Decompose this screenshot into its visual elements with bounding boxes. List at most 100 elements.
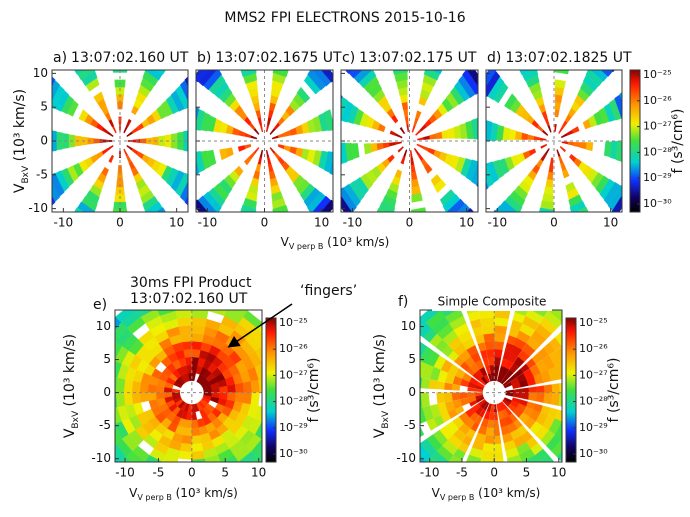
pixel xyxy=(441,129,449,139)
pixel xyxy=(251,438,262,458)
pixel xyxy=(466,207,475,212)
pixel xyxy=(514,130,523,140)
panel-title: c) 13:07:02.175 UT xyxy=(342,50,477,66)
pixel xyxy=(115,341,122,360)
pixel xyxy=(551,383,561,393)
pixel xyxy=(494,332,506,343)
pixel xyxy=(237,145,246,152)
y-tick-label: 5 xyxy=(408,352,416,366)
pixel xyxy=(277,132,285,138)
pixel xyxy=(574,219,597,236)
x-tick-label: -10 xyxy=(54,216,74,230)
pixel xyxy=(144,70,163,81)
pixel xyxy=(307,70,327,91)
pixel xyxy=(554,109,560,118)
pixel xyxy=(265,149,270,158)
pixel xyxy=(271,135,279,140)
pixel xyxy=(560,133,568,139)
colorbar-tick-label: 10⁻²⁷ xyxy=(643,120,672,133)
pixel xyxy=(559,145,567,153)
pixel xyxy=(533,136,541,141)
pixel xyxy=(477,117,478,123)
pixel xyxy=(115,377,126,393)
x-tick-label: 10 xyxy=(314,216,329,230)
pixel xyxy=(520,387,530,393)
pixel xyxy=(600,70,613,77)
pixel xyxy=(121,456,133,462)
pixel xyxy=(115,377,118,393)
pixel xyxy=(388,142,396,147)
pixel xyxy=(535,392,545,403)
pixel xyxy=(430,451,450,462)
x-tick-label: -10 xyxy=(343,216,363,230)
distribution xyxy=(341,70,478,212)
x-axis-label: VV perp B (10³ km/s) xyxy=(432,486,541,503)
pixel xyxy=(181,340,192,350)
pixel xyxy=(123,125,128,134)
pixel xyxy=(411,207,427,212)
x-tick-label: 10 xyxy=(169,216,184,230)
pixel xyxy=(556,450,562,462)
colorbar-tick-label: 10⁻²⁸ xyxy=(279,395,308,408)
y-axis-units: (10³ km/s) xyxy=(372,334,388,411)
pixel xyxy=(258,378,262,393)
pixel xyxy=(115,407,122,425)
pixel xyxy=(370,143,378,153)
panel-title: d) 13:07:02.1825 UT xyxy=(487,50,632,66)
pixel xyxy=(92,373,102,392)
pixel xyxy=(84,372,94,393)
panel-title: b) 13:07:02.1675 UT xyxy=(197,50,342,66)
distribution xyxy=(196,70,333,212)
pixel xyxy=(126,131,133,138)
pixel xyxy=(530,236,556,247)
pixel xyxy=(399,126,406,135)
pixel xyxy=(250,379,261,393)
pixel xyxy=(202,191,222,212)
pixel xyxy=(558,155,564,165)
pixel xyxy=(115,443,127,462)
pixel xyxy=(229,310,248,317)
distribution xyxy=(84,310,262,462)
pixel xyxy=(494,325,508,335)
panel-time: 13:07:02.160 UT xyxy=(71,50,189,66)
panel-label: d) xyxy=(487,50,501,66)
pixel xyxy=(528,468,548,484)
x-tick-label: 0 xyxy=(188,466,196,480)
pixel xyxy=(253,146,260,154)
pixel xyxy=(486,180,489,190)
pixel xyxy=(420,377,423,389)
panel-label: e) xyxy=(93,297,107,313)
pixel xyxy=(77,201,96,212)
pixel xyxy=(443,382,453,391)
pixel xyxy=(506,454,523,462)
pixel xyxy=(559,382,562,393)
pixel xyxy=(204,454,222,462)
pixel xyxy=(551,438,562,458)
pixel xyxy=(155,207,167,212)
pixel xyxy=(227,392,237,402)
pixel xyxy=(590,70,609,82)
pixel xyxy=(223,310,244,324)
pixel xyxy=(258,392,262,407)
pixel xyxy=(558,392,562,407)
title-box xyxy=(432,293,552,311)
pixel xyxy=(548,418,562,435)
pixel xyxy=(417,137,424,141)
x-tick-label: 0 xyxy=(550,216,558,230)
pixel xyxy=(73,70,85,75)
pixel xyxy=(107,36,133,43)
annotation: ‘fingers’ xyxy=(300,283,357,299)
pixel xyxy=(406,124,409,132)
pixel xyxy=(551,392,561,406)
pixel xyxy=(126,118,132,128)
pixel xyxy=(621,160,622,163)
colorbar-tick-label: 10⁻²⁵ xyxy=(643,68,672,81)
pixel xyxy=(115,360,122,379)
pixel xyxy=(420,377,430,389)
pixel xyxy=(395,133,403,139)
y-tick-label: 5 xyxy=(103,352,111,366)
pixel xyxy=(256,450,262,462)
pixel xyxy=(250,135,258,140)
pixel xyxy=(234,392,245,403)
pixel xyxy=(255,421,262,440)
